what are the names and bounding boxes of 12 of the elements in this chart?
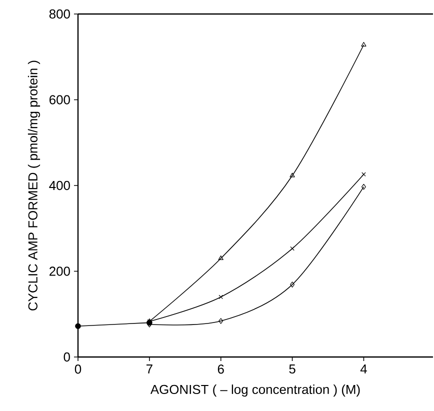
y-tick-label: 600 xyxy=(50,95,70,104)
x-tick-label: 6 xyxy=(218,364,224,374)
x-tick-label: 4 xyxy=(360,364,367,374)
y-axis-title: CYCLIC AMP FORMED ( pmol/mg protein ) xyxy=(28,60,40,310)
y-tick-label: 400 xyxy=(49,180,70,190)
x-axis-title: AGONIST ( – log concentration ) (M) xyxy=(150,384,360,397)
x-tick-label: 7 xyxy=(146,364,152,374)
y-tick-label: 800 xyxy=(49,9,70,19)
y-tick-label: 200 xyxy=(50,266,70,276)
x-tick-label: 5 xyxy=(289,364,296,374)
x-tick-label: 0 xyxy=(74,364,82,374)
y-tick-label: 0 xyxy=(64,352,70,362)
